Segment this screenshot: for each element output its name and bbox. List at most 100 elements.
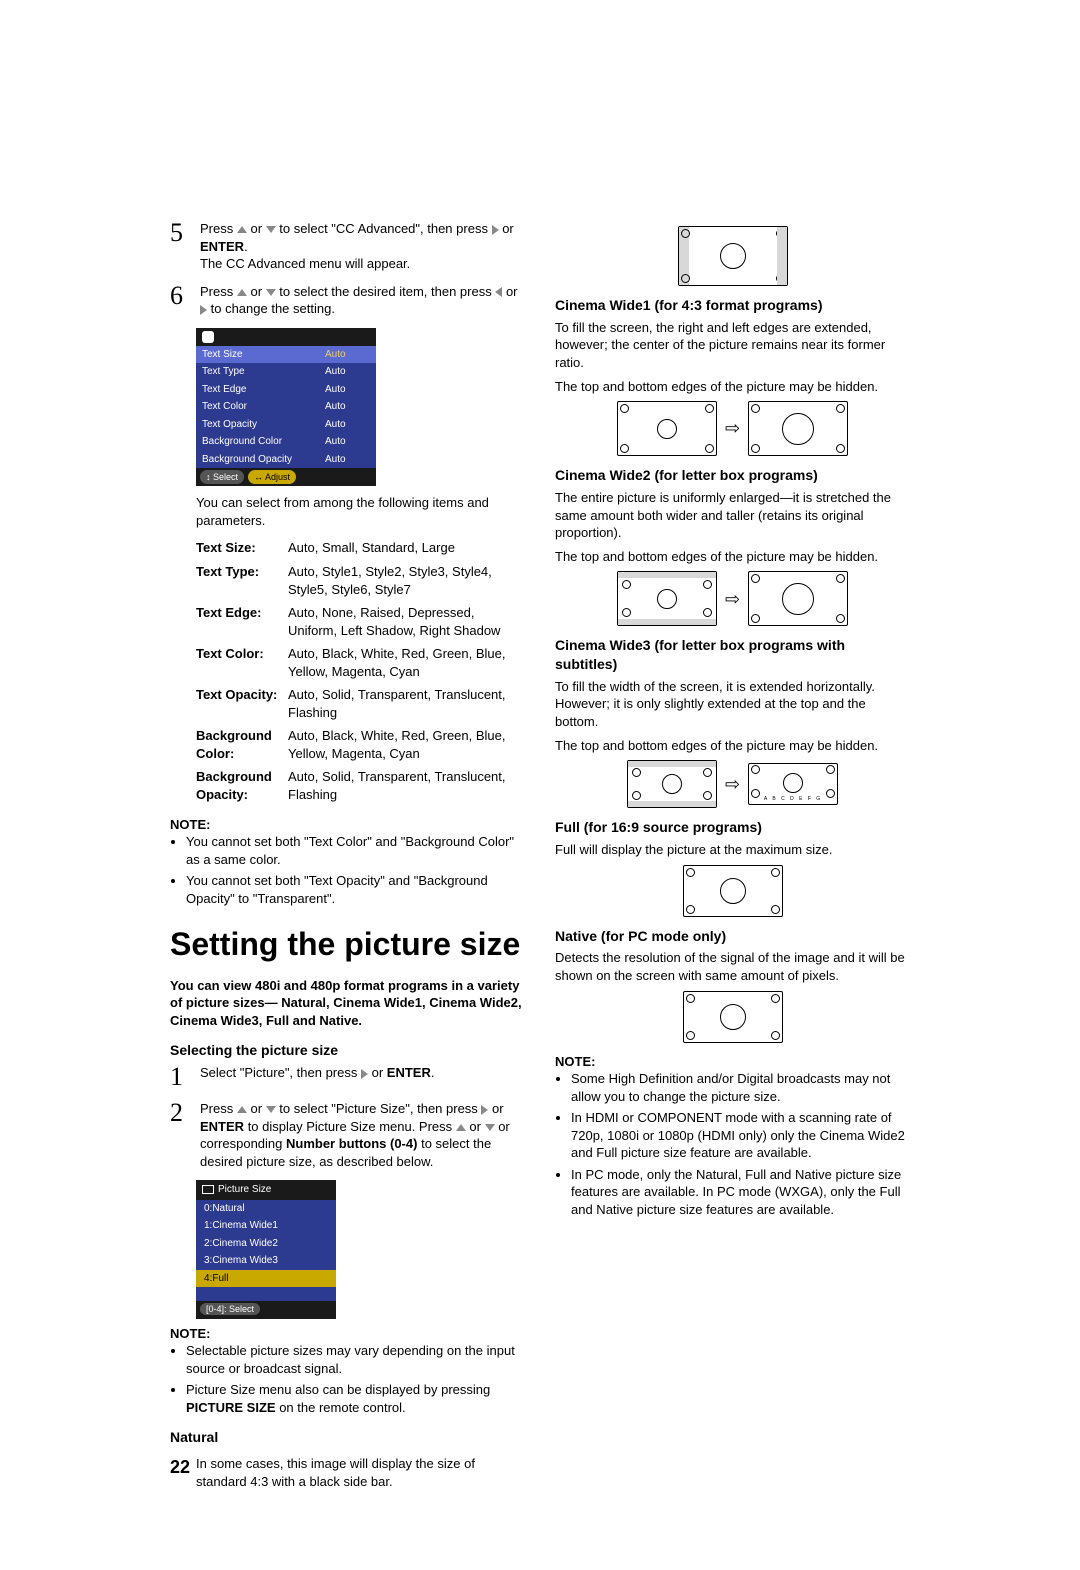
note-item: In PC mode, only the Natural, Full and N… — [571, 1166, 910, 1219]
section-title: Setting the picture size — [170, 923, 525, 966]
gear-icon — [202, 331, 214, 343]
paragraph: Full will display the picture at the max… — [555, 841, 910, 859]
paragraph: The top and bottom edges of the picture … — [555, 737, 910, 755]
down-icon — [266, 1106, 276, 1113]
corner-icon — [751, 404, 760, 413]
corner-icon — [686, 994, 695, 1003]
corner-icon — [703, 608, 712, 617]
right-icon — [492, 225, 499, 235]
paragraph: Detects the resolution of the signal of … — [555, 949, 910, 984]
enter-label: ENTER — [200, 1119, 244, 1134]
param-key: Background Opacity: — [196, 768, 288, 803]
arrow-right-icon: ⇨ — [725, 416, 740, 440]
text: Select "Picture", then press — [200, 1065, 361, 1080]
param-value: Auto, Style1, Style2, Style3, Style4, St… — [288, 563, 525, 598]
left-column: 5 Press or to select "CC Advanced", then… — [170, 220, 525, 1490]
note-heading: NOTE: — [555, 1053, 910, 1071]
param-key: Text Color: — [196, 645, 288, 680]
parameter-list: Text Size:Auto, Small, Standard, LargeTe… — [196, 539, 525, 803]
mode-heading: Full (for 16:9 source programs) — [555, 818, 910, 837]
page-root: 5 Press or to select "CC Advanced", then… — [170, 220, 910, 1490]
menu-key: Text Color — [202, 400, 325, 414]
tv-diagram — [617, 401, 717, 456]
tv-diagram — [617, 571, 717, 626]
bold-text: PICTURE SIZE — [186, 1400, 276, 1415]
param-row: Text Type:Auto, Style1, Style2, Style3, … — [196, 563, 525, 598]
text: on the remote control. — [276, 1400, 406, 1415]
menu-header — [196, 328, 376, 346]
circle-icon — [720, 878, 746, 904]
corner-icon — [836, 444, 845, 453]
arrow-right-icon: ⇨ — [725, 587, 740, 611]
note-list: Selectable picture sizes may vary depend… — [170, 1342, 525, 1416]
paragraph: You can select from among the following … — [196, 494, 525, 529]
up-icon — [237, 226, 247, 233]
circle-icon — [662, 774, 682, 794]
text: to change the setting. — [211, 301, 335, 316]
corner-icon — [751, 614, 760, 623]
step-5: 5 Press or to select "CC Advanced", then… — [170, 220, 525, 273]
text: or — [506, 284, 518, 299]
corner-icon — [776, 229, 785, 238]
full-diagram — [555, 865, 910, 917]
step-number: 1 — [170, 1064, 192, 1090]
text: or — [502, 221, 514, 236]
step-body: Press or to select "Picture Size", then … — [200, 1100, 525, 1170]
menu-key: Background Opacity — [202, 453, 325, 467]
cw3-diagram: ⇨ A B C D E F G — [555, 760, 910, 808]
cw2-diagram: ⇨ — [555, 571, 910, 626]
text: to select the desired item, then press — [279, 284, 495, 299]
menu-value: Auto — [325, 383, 370, 397]
up-icon — [237, 289, 247, 296]
mode-heading: Cinema Wide3 (for letter box programs wi… — [555, 636, 910, 674]
mode-heading: Cinema Wide2 (for letter box programs) — [555, 466, 910, 485]
menu-value: Auto — [325, 418, 370, 432]
paragraph: The top and bottom edges of the picture … — [555, 548, 910, 566]
corner-icon — [622, 608, 631, 617]
down-icon — [266, 226, 276, 233]
menu-key: Background Color — [202, 435, 325, 449]
menu-key: Text Opacity — [202, 418, 325, 432]
step-6: 6 Press or to select the desired item, t… — [170, 283, 525, 318]
paragraph: To fill the screen, the right and left e… — [555, 319, 910, 372]
step-body: Press or to select the desired item, the… — [200, 283, 525, 318]
menu-item: 1:Cinema Wide1 — [196, 1217, 336, 1235]
right-icon — [361, 1069, 368, 1079]
paragraph: To fill the width of the screen, it is e… — [555, 678, 910, 731]
menu-value: Auto — [325, 365, 370, 379]
adjust-pill: ↔ Adjust — [248, 470, 296, 484]
circle-icon — [782, 413, 814, 445]
select-pill: ↕ Select — [200, 470, 244, 484]
arrow-right-icon: ⇨ — [725, 772, 740, 796]
note-list: You cannot set both "Text Color" and "Ba… — [170, 833, 525, 907]
param-key: Text Size: — [196, 539, 288, 557]
circle-icon — [783, 773, 803, 793]
menu-blank — [196, 1287, 336, 1301]
corner-icon — [771, 868, 780, 877]
corner-icon — [632, 768, 641, 777]
subtitle-mark: A B C D E F G — [764, 796, 822, 803]
text: Press — [200, 284, 237, 299]
param-row: Text Size:Auto, Small, Standard, Large — [196, 539, 525, 557]
text: The CC Advanced menu will appear. — [200, 256, 410, 271]
natural-diagram — [555, 226, 910, 286]
menu-row: Background OpacityAuto — [196, 451, 376, 469]
text: or — [250, 1101, 265, 1116]
menu-key: Text Type — [202, 365, 325, 379]
circle-icon — [657, 419, 677, 439]
menu-footer: [0-4]: Select — [196, 1301, 336, 1319]
text: In some cases, this image will display t… — [196, 1455, 525, 1490]
corner-icon — [751, 574, 760, 583]
lead-paragraph: You can view 480i and 480p format progra… — [170, 977, 525, 1030]
right-column: Cinema Wide1 (for 4:3 format programs) T… — [555, 220, 910, 1490]
corner-icon — [686, 1031, 695, 1040]
menu-key: Text Edge — [202, 383, 325, 397]
down-icon — [485, 1124, 495, 1131]
tv-diagram — [627, 760, 717, 808]
note-heading: NOTE: — [170, 816, 525, 834]
corner-icon — [703, 768, 712, 777]
right-icon — [200, 305, 207, 315]
param-key: Text Opacity: — [196, 686, 288, 721]
page-number-row: 22 In some cases, this image will displa… — [170, 1455, 525, 1490]
param-row: Background Opacity:Auto, Solid, Transpar… — [196, 768, 525, 803]
